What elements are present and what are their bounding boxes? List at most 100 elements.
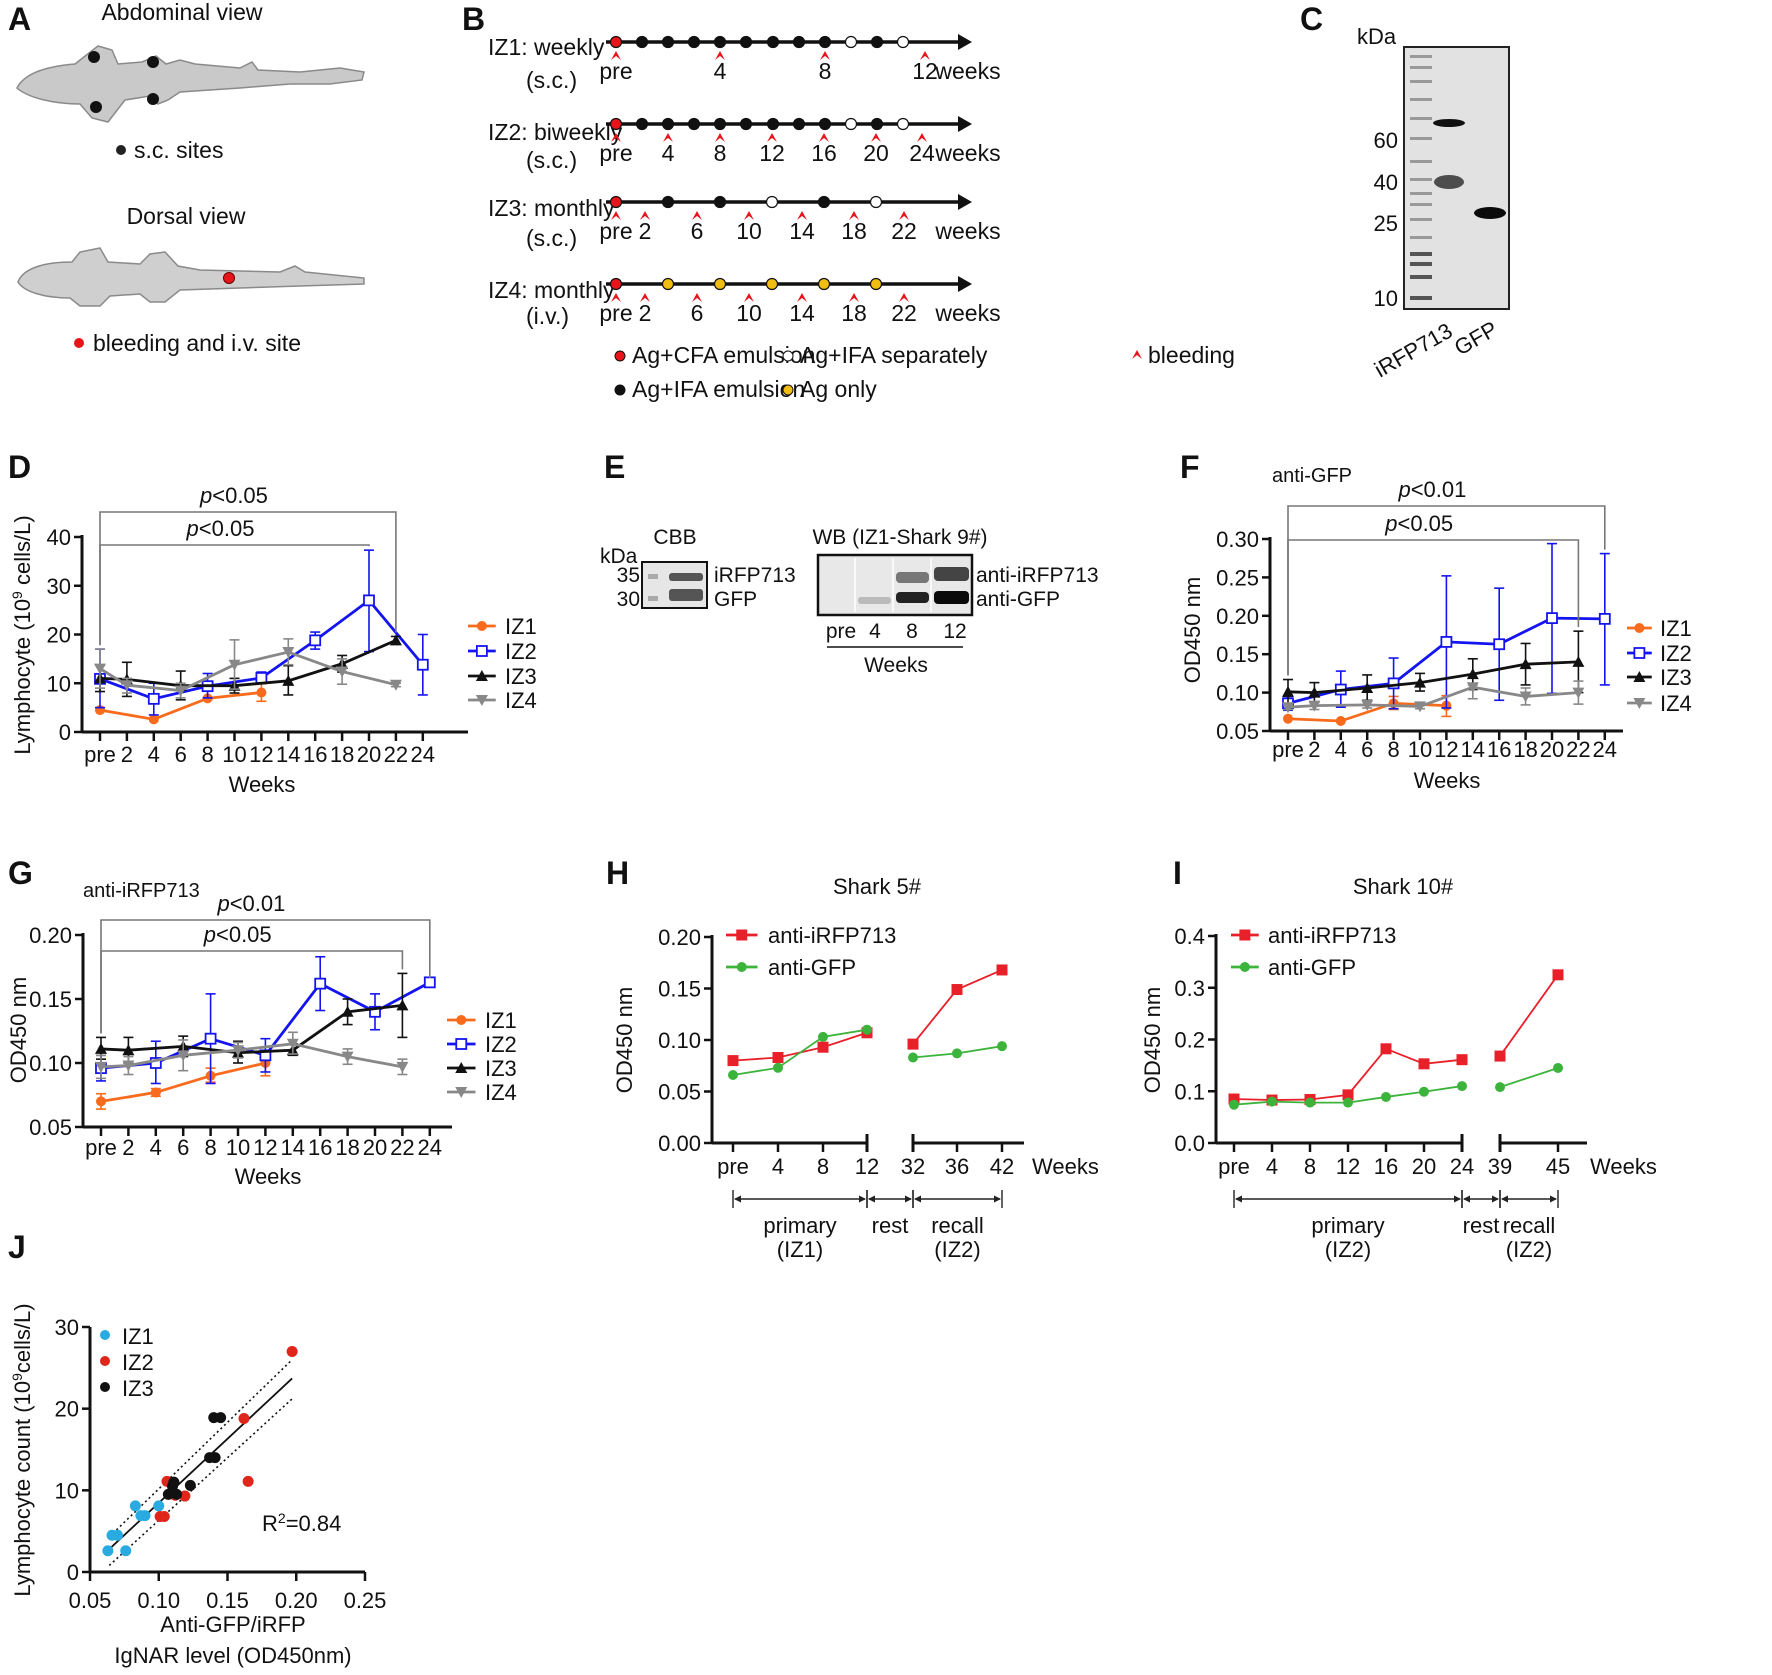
legend-label: IZ4	[485, 1080, 517, 1105]
arrow-left-icon	[1235, 1195, 1242, 1203]
injection-dot-ag_only	[817, 277, 831, 291]
x-tick-label: 4	[1335, 737, 1347, 762]
week-tick-label: pre	[599, 218, 632, 244]
injection-dot-ifa	[739, 117, 753, 131]
injection-dot-ag_only	[661, 277, 675, 291]
ladder-band	[1410, 137, 1432, 140]
x-tick-label: 20	[1540, 737, 1564, 762]
legend-label: IZ4	[505, 688, 537, 713]
y-axis-label-text: cells/L)	[10, 1303, 35, 1373]
weeks-label: weeks	[934, 58, 1000, 84]
data-point	[336, 666, 349, 678]
r-sup: 2	[278, 1510, 286, 1526]
series-line	[732, 1028, 868, 1076]
ladder-band	[1410, 178, 1432, 181]
gfp-band	[1474, 207, 1506, 219]
week-tick-label: pre	[599, 140, 632, 166]
data-point	[1572, 687, 1585, 699]
chart-title: Shark 5#	[833, 874, 922, 899]
legend-marker	[736, 962, 747, 972]
schedule-row-label: IZ4: monthly	[488, 277, 615, 303]
legend-marker	[475, 645, 488, 657]
y-tick-label: 10	[47, 671, 71, 696]
schedule-route-label: (s.c.)	[526, 147, 577, 173]
sc-site-dot	[147, 93, 159, 105]
series-line	[912, 969, 1003, 1045]
y-tick-label: 0.15	[1216, 642, 1259, 667]
data-point-iz3	[215, 1412, 227, 1424]
legend-dot	[100, 1382, 110, 1392]
y-axis-label: OD450 nm	[612, 987, 637, 1093]
bleeding-marker-icon	[715, 133, 725, 142]
legend-label: IZ1	[505, 614, 537, 639]
x-tick-label: 18	[1513, 737, 1537, 762]
legend-label: IZ3	[485, 1056, 517, 1081]
bleeding-marker-icon	[871, 133, 881, 142]
y-tick-label: 0.15	[658, 977, 701, 1002]
data-point-iz1	[139, 1510, 151, 1522]
irfp713-band	[1434, 175, 1464, 189]
chart-title: anti-iRFP713	[83, 880, 200, 902]
cbb-irfp-band	[669, 573, 703, 581]
phase-sublabel: (IZ2)	[1325, 1237, 1371, 1262]
phase-sublabel: (IZ1)	[777, 1237, 823, 1262]
x-axis-label: Weeks	[229, 772, 296, 797]
phase-label: primary	[1311, 1213, 1384, 1238]
y-tick-label: 0.30	[1216, 527, 1259, 552]
data-point	[997, 1041, 1007, 1052]
x-tick-label: 10	[222, 742, 246, 767]
cbb-band-label: iRFP713	[714, 564, 796, 587]
bleeding-marker-icon	[849, 211, 859, 220]
schedule-route-label: (s.c.)	[526, 67, 577, 93]
x-tick-label: 6	[177, 1135, 189, 1160]
ladder-band	[1410, 236, 1432, 239]
data-point-iz1	[102, 1545, 114, 1557]
p-value-label: p<0.05	[186, 516, 255, 541]
data-point-iz3	[184, 1479, 196, 1491]
x-tick-label: 24	[1593, 737, 1617, 762]
timeline-arrow-icon	[958, 194, 972, 210]
ladder-band	[1410, 203, 1432, 206]
series-iz4	[95, 1031, 409, 1080]
data-point	[1598, 612, 1611, 625]
injection-dot-ifa_sep	[844, 117, 858, 131]
data-point-iz3	[209, 1452, 221, 1464]
marker-label: 60	[1374, 128, 1398, 153]
cbb-ladder-band	[648, 596, 658, 601]
wb-band	[896, 592, 929, 603]
injection-dot-ifa	[792, 117, 806, 131]
week-tick-label: 14	[789, 218, 815, 244]
ladder-band	[1410, 262, 1432, 266]
y-tick-label: 0.10	[29, 1051, 72, 1076]
bleeding-marker-icon	[744, 293, 754, 302]
arrow-right-icon	[905, 1195, 912, 1203]
data-point	[1414, 701, 1426, 713]
legend-dot-ifa	[614, 384, 626, 396]
data-point	[149, 1057, 162, 1069]
bleeding-marker-icon	[611, 51, 621, 60]
sc-sites-label: s.c. sites	[134, 137, 223, 163]
injection-dot-cfa	[609, 35, 623, 49]
cbb-marker-30: 30	[617, 588, 640, 611]
legend-label: IZ2	[122, 1350, 154, 1375]
wb-xlabel: Weeks	[864, 654, 928, 677]
series-iz3	[1282, 630, 1585, 705]
panel-letter-f: F	[1180, 449, 1200, 485]
x-tick-label: 4	[1266, 1154, 1278, 1179]
y-tick-label: 0.3	[1174, 976, 1205, 1001]
significance-bracket	[1287, 539, 1580, 676]
panel-letter-h: H	[606, 855, 629, 891]
y-axis-label-text: OD450 nm	[6, 977, 31, 1083]
week-tick-label: 22	[891, 218, 917, 244]
x-tick-label: 2	[121, 742, 133, 767]
data-point	[148, 714, 159, 725]
sc-legend-dot	[116, 145, 126, 155]
injection-dot-ifa	[739, 35, 753, 49]
series-line	[99, 691, 262, 721]
y-tick-label: 20	[55, 1397, 79, 1422]
cbb-title: CBB	[653, 526, 696, 549]
data-point	[120, 680, 133, 692]
bleeding-marker-icon	[849, 293, 859, 302]
injection-dot-ifa	[713, 117, 727, 131]
